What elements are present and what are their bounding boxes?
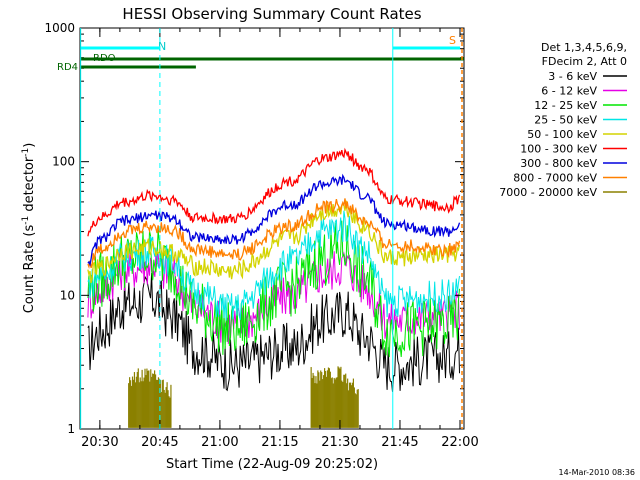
footer-date: 14-Mar-2010 08:36 [559,468,636,477]
x-tick-label: 20:30 [81,435,118,450]
y-tick-label: 1000 [44,21,75,35]
series-line [87,173,461,267]
legend: Det 1,3,4,5,6,9, FDecim 2, Att 0 3 - 6 k… [499,41,627,199]
legend-item-label: 100 - 300 keV [520,143,597,156]
plot-area [87,147,461,428]
legend-item-label: 25 - 50 keV [534,114,597,127]
x-tick-label: 22:00 [441,435,478,450]
flag-label-s: S [449,34,456,47]
legend-item-label: 12 - 25 keV [534,99,597,112]
x-tick-label: 21:15 [261,435,298,450]
x-axis: 20:30 20:45 21:00 21:15 21:30 21:45 22:00 [81,28,479,450]
y-axis-label: Count Rate (s-1 detector-1) [21,143,37,314]
y-tick-label: 100 [52,155,75,169]
flags-layer: N S RDO RD4 [57,28,464,429]
series-line [87,198,461,270]
x-tick-label: 21:00 [201,435,238,450]
legend-item-label: 800 - 7000 keV [513,172,597,185]
legend-item-label: 50 - 100 keV [527,128,597,141]
x-tick-label: 21:45 [381,435,418,450]
series-line [87,210,460,321]
flag-label-rd4: RD4 [57,62,78,73]
x-tick-label: 21:30 [321,435,358,450]
chart-title: HESSI Observing Summary Count Rates [122,5,421,23]
legend-item-label: 300 - 800 keV [520,157,597,170]
x-axis-label: Start Time (22-Aug-09 20:25:02) [166,457,378,472]
series-line [87,147,461,237]
y-tick-label: 1 [67,422,75,436]
flag-label-n: N [158,40,166,53]
legend-item-label: 6 - 12 keV [541,85,597,98]
legend-header-line-1: Det 1,3,4,5,6,9, [541,41,627,54]
plot-frame [79,27,465,430]
y-tick-label: 10 [60,288,75,302]
legend-item-label: 7000 - 20000 keV [499,186,597,199]
series-line [87,200,461,283]
legend-item-label: 3 - 6 keV [548,70,597,83]
legend-header-line-2: FDecim 2, Att 0 [542,55,627,68]
x-tick-label: 20:45 [141,435,178,450]
series-line [87,272,460,392]
